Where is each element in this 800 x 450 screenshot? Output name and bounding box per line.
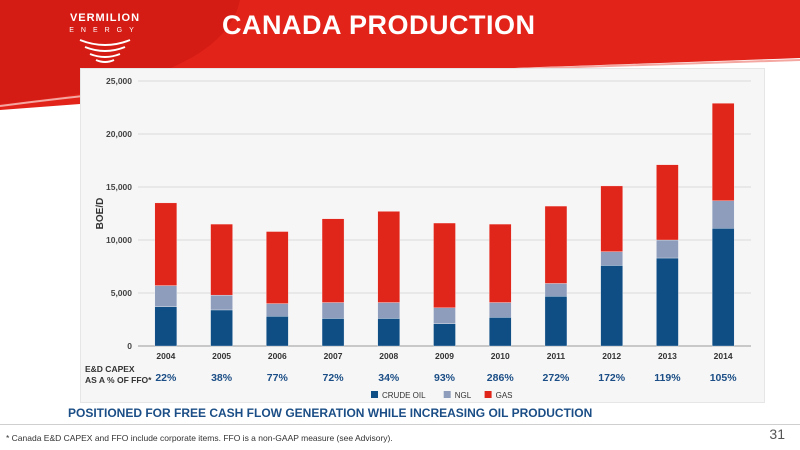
capex-value: 72% xyxy=(323,372,345,384)
legend-label: NGL xyxy=(455,391,472,400)
legend-swatch xyxy=(371,391,378,398)
x-tick-label: 2009 xyxy=(435,351,454,361)
bar-crude-oil-2010 xyxy=(489,317,512,347)
logo-emblem-icon xyxy=(79,39,131,63)
bar-crude-oil-2006 xyxy=(266,316,289,347)
company-logo: VERMILION ENERGY xyxy=(20,6,190,68)
chart-panel: 0 5,000 10,000 15,000 20,000 25,000 2004 2005 2… xyxy=(80,68,765,403)
capex-label-line2: AS A % OF FFO* xyxy=(85,375,152,385)
header-band: VERMILION ENERGY CANADA PRODUCTION xyxy=(0,0,800,110)
bar-gas-2009 xyxy=(433,222,456,308)
bar-gas-2006 xyxy=(266,231,289,304)
y-tick-label: 20,000 xyxy=(106,129,132,139)
page-title: CANADA PRODUCTION xyxy=(222,10,536,40)
page-number: 31 xyxy=(769,426,785,442)
bar-crude-oil-2004 xyxy=(154,306,178,347)
bar-gas-2013 xyxy=(656,164,679,241)
capex-value: 22% xyxy=(155,372,177,384)
bar-crude-oil-2011 xyxy=(544,296,568,347)
bar-ngl-2008 xyxy=(377,302,400,319)
x-tick-label: 2011 xyxy=(547,351,566,361)
y-tick-label: 5,000 xyxy=(111,288,133,298)
bar-gas-2012 xyxy=(600,185,623,252)
bar-crude-oil-2008 xyxy=(377,318,400,347)
x-tick-label: 2004 xyxy=(156,351,175,361)
y-tick-label: 10,000 xyxy=(106,235,132,245)
bar-crude-oil-2013 xyxy=(656,257,679,347)
bar-gas-2014 xyxy=(711,103,735,201)
bar-gas-2005 xyxy=(210,223,233,296)
labels-layer: 2004 2005 2006 2007 2008 2009 2010 2011 2012 2013… xyxy=(156,351,732,361)
bar-ngl-2009 xyxy=(433,307,456,324)
bars-layer xyxy=(154,103,735,347)
capex-value: 38% xyxy=(211,372,233,384)
x-tick-label: 2012 xyxy=(602,351,621,361)
bar-crude-oil-2014 xyxy=(711,228,735,347)
bar-gas-2011 xyxy=(544,205,568,284)
legend-swatch xyxy=(484,391,492,398)
x-tick-label: 2010 xyxy=(491,351,510,361)
bar-ngl-2007 xyxy=(321,302,345,319)
x-tick-label: 2013 xyxy=(658,351,677,361)
capex-row: 22% 38% 77% 72% 34% 93% 286% 272% 172% 119% 105% xyxy=(155,372,737,384)
x-tick-label: 2006 xyxy=(268,351,287,361)
bar-crude-oil-2009 xyxy=(433,323,456,347)
legend-swatch xyxy=(443,391,451,398)
x-tick-label: 2005 xyxy=(212,351,231,361)
bar-ngl-2005 xyxy=(210,294,233,311)
bar-ngl-2014 xyxy=(711,200,735,229)
bar-crude-oil-2007 xyxy=(321,318,345,347)
bar-gas-2004 xyxy=(154,202,178,286)
bar-crude-oil-2005 xyxy=(210,309,233,347)
footer-divider xyxy=(0,424,800,425)
capex-value: 172% xyxy=(598,372,626,384)
logo-name: VERMILION xyxy=(69,12,141,24)
capex-value: 34% xyxy=(378,372,400,384)
bar-gas-2010 xyxy=(489,223,512,303)
capex-value: 272% xyxy=(543,372,571,384)
bar-ngl-2013 xyxy=(656,239,679,259)
bar-ngl-2012 xyxy=(600,251,623,266)
legend-label: CRUDE OIL xyxy=(382,391,426,400)
y-axis-label: BOE/D xyxy=(95,198,106,230)
capex-value: 93% xyxy=(434,372,456,384)
x-tick-label: 2014 xyxy=(714,351,733,361)
x-tick-label: 2007 xyxy=(324,351,343,361)
bar-crude-oil-2012 xyxy=(600,265,623,347)
capex-value: 119% xyxy=(654,372,681,384)
slide-subtitle: POSITIONED FOR FREE CASH FLOW GENERATION… xyxy=(68,406,593,420)
y-tick-label: 15,000 xyxy=(106,182,132,192)
bar-ngl-2010 xyxy=(489,302,512,318)
legend-label: GAS xyxy=(496,391,513,400)
footnote: * Canada E&D CAPEX and FFO include corpo… xyxy=(6,433,393,443)
bar-gas-2007 xyxy=(321,218,345,303)
capex-value: 77% xyxy=(267,372,289,384)
bar-ngl-2011 xyxy=(544,283,568,297)
capex-label-line1: E&D CAPEX xyxy=(85,364,135,374)
x-tick-label: 2008 xyxy=(379,351,398,361)
y-tick-label: 25,000 xyxy=(106,76,132,86)
logo-subtitle: ENERGY xyxy=(69,27,141,34)
bar-gas-2008 xyxy=(377,211,400,303)
bar-ngl-2006 xyxy=(266,303,289,317)
capex-value: 286% xyxy=(487,372,515,384)
bar-ngl-2004 xyxy=(154,285,178,307)
grid-layer: 0 5,000 10,000 15,000 20,000 25,000 xyxy=(106,76,751,351)
legend: CRUDE OIL NGL GAS xyxy=(371,391,513,400)
y-tick-label: 0 xyxy=(127,341,132,351)
capex-value: 105% xyxy=(710,372,738,384)
